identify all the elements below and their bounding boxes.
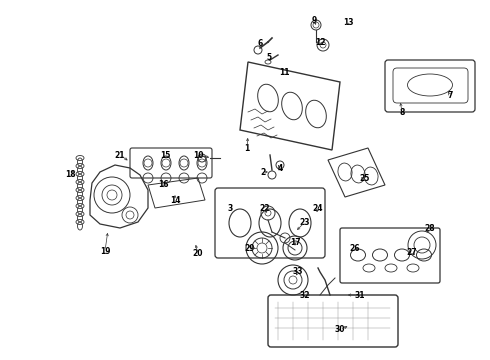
Text: 31: 31	[355, 291, 365, 300]
Text: 2: 2	[260, 167, 266, 176]
Text: 19: 19	[100, 247, 110, 256]
Text: 17: 17	[290, 238, 300, 247]
Text: 33: 33	[293, 267, 303, 276]
Text: 32: 32	[300, 291, 310, 300]
Text: 1: 1	[245, 144, 249, 153]
Text: 29: 29	[245, 243, 255, 252]
Text: 6: 6	[257, 39, 263, 48]
Text: 21: 21	[115, 150, 125, 159]
Text: 7: 7	[447, 90, 453, 99]
Text: 8: 8	[399, 108, 405, 117]
Text: 5: 5	[267, 53, 271, 62]
Text: 22: 22	[260, 203, 270, 212]
Text: 10: 10	[193, 150, 203, 159]
Text: 3: 3	[227, 203, 233, 212]
Text: 27: 27	[407, 248, 417, 257]
Text: 12: 12	[315, 37, 325, 46]
Text: 14: 14	[170, 195, 180, 204]
Text: 11: 11	[279, 68, 289, 77]
Text: 18: 18	[65, 170, 75, 179]
Text: 25: 25	[360, 174, 370, 183]
Text: 24: 24	[313, 203, 323, 212]
Text: 20: 20	[193, 249, 203, 258]
Text: 16: 16	[158, 180, 168, 189]
Text: 15: 15	[160, 150, 170, 159]
Text: 30: 30	[335, 325, 345, 334]
Text: 26: 26	[350, 243, 360, 252]
Text: 23: 23	[300, 217, 310, 226]
Text: 28: 28	[425, 224, 435, 233]
Text: 9: 9	[311, 15, 317, 24]
Text: 13: 13	[343, 18, 353, 27]
Text: 4: 4	[277, 163, 283, 172]
